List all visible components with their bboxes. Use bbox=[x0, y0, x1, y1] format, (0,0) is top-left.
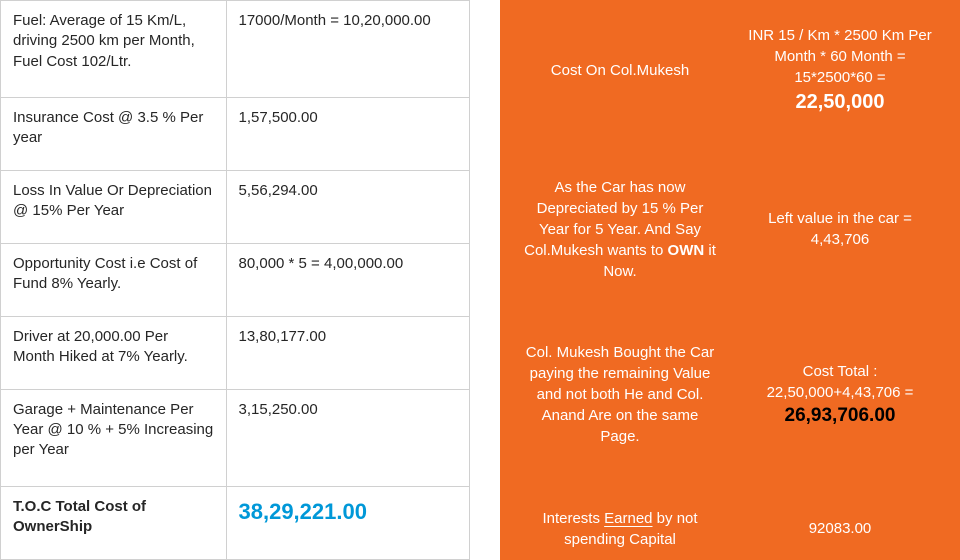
table-row: Driver at 20,000.00 Per Month Hiked at 7… bbox=[1, 316, 470, 389]
cost-label: Fuel: Average of 15 Km/L, driving 2500 k… bbox=[1, 1, 226, 98]
cost-value: 5,56,294.00 bbox=[226, 171, 470, 244]
label: Cost On Col.Mukesh bbox=[520, 60, 730, 81]
cost-value: 17000/Month = 10,20,000.00 bbox=[226, 1, 470, 98]
row-interest: Interests Earned by not spending Capital… bbox=[520, 508, 940, 550]
cost-table: Fuel: Average of 15 Km/L, driving 2500 k… bbox=[0, 0, 470, 560]
cost-value: 80,000 * 5 = 4,00,000.00 bbox=[226, 243, 470, 316]
value: Cost Total : 22,50,000+4,43,706 = 26,93,… bbox=[730, 361, 940, 430]
table-row: Loss In Value Or Depreciation @ 15% Per … bbox=[1, 171, 470, 244]
comparison-panel: Cost On Col.Mukesh INR 15 / Km * 2500 Km… bbox=[500, 0, 960, 560]
cost-value: 13,80,177.00 bbox=[226, 316, 470, 389]
value: INR 15 / Km * 2500 Km Per Month * 60 Mon… bbox=[730, 25, 940, 116]
label: Col. Mukesh Bought the Car paying the re… bbox=[520, 342, 730, 447]
cost-label: Loss In Value Or Depreciation @ 15% Per … bbox=[1, 171, 226, 244]
table-row: Fuel: Average of 15 Km/L, driving 2500 k… bbox=[1, 1, 470, 98]
table-row-total: T.O.C Total Cost of OwnerShip38,29,221.0… bbox=[1, 486, 470, 559]
table-row: Garage + Maintenance Per Year @ 10 % + 5… bbox=[1, 389, 470, 486]
total-value: 38,29,221.00 bbox=[226, 486, 470, 559]
gap bbox=[470, 0, 500, 560]
table-row: Opportunity Cost i.e Cost of Fund 8% Yea… bbox=[1, 243, 470, 316]
cost-label: Insurance Cost @ 3.5 % Per year bbox=[1, 98, 226, 171]
value: 92083.00 bbox=[730, 518, 940, 539]
row-cost-total: Col. Mukesh Bought the Car paying the re… bbox=[520, 342, 940, 447]
ownership-cost-table: Fuel: Average of 15 Km/L, driving 2500 k… bbox=[1, 0, 470, 560]
table-row: Insurance Cost @ 3.5 % Per year1,57,500.… bbox=[1, 98, 470, 171]
cost-label: Garage + Maintenance Per Year @ 10 % + 5… bbox=[1, 389, 226, 486]
label: Interests Earned by not spending Capital bbox=[520, 508, 730, 550]
cost-label: Driver at 20,000.00 Per Month Hiked at 7… bbox=[1, 316, 226, 389]
row-cost-mukesh: Cost On Col.Mukesh INR 15 / Km * 2500 Km… bbox=[520, 25, 940, 116]
value: Left value in the car = 4,43,706 bbox=[730, 208, 940, 250]
label: As the Car has now Depreciated by 15 % P… bbox=[520, 177, 730, 282]
total-label: T.O.C Total Cost of OwnerShip bbox=[1, 486, 226, 559]
cost-value: 1,57,500.00 bbox=[226, 98, 470, 171]
row-depreciation: As the Car has now Depreciated by 15 % P… bbox=[520, 177, 940, 282]
cost-label: Opportunity Cost i.e Cost of Fund 8% Yea… bbox=[1, 243, 226, 316]
cost-value: 3,15,250.00 bbox=[226, 389, 470, 486]
